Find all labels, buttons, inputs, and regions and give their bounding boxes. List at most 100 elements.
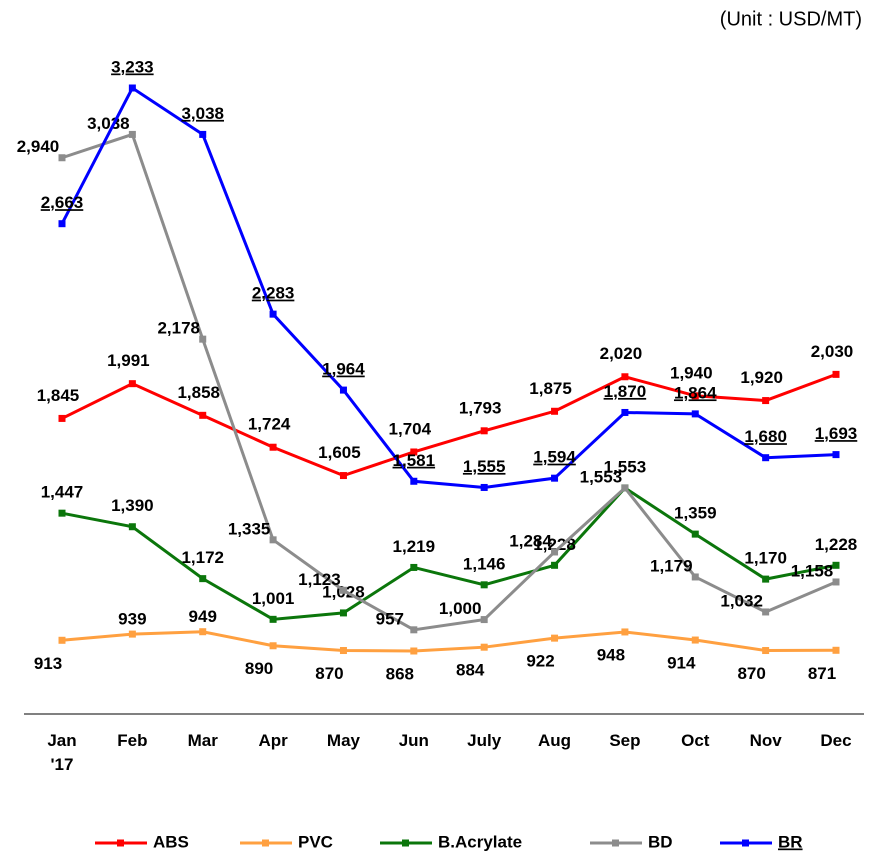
value-label: 1,680	[744, 427, 787, 446]
value-label: 1,390	[111, 496, 154, 515]
point	[58, 509, 66, 517]
x-tick-line: '17	[51, 755, 74, 774]
value-label: 2,020	[600, 344, 643, 363]
value-label: 948	[597, 645, 625, 664]
legend-marker	[117, 839, 124, 847]
x-tick-label: Nov	[750, 731, 783, 750]
x-tick-line: July	[467, 731, 502, 750]
value-label: 1,724	[248, 415, 291, 434]
value-label: 1,864	[674, 383, 717, 402]
value-label: 1,594	[533, 448, 576, 467]
point	[480, 643, 488, 651]
series-line	[61, 372, 837, 478]
point	[410, 563, 418, 571]
value-label: 1,693	[815, 424, 858, 443]
value-label: 1,228	[533, 535, 576, 554]
point	[832, 578, 840, 586]
x-tick-label: Apr	[258, 731, 288, 750]
value-label: 1,793	[459, 398, 502, 417]
point	[762, 397, 770, 405]
legend-label: BR	[778, 832, 803, 851]
value-label: 1,146	[463, 554, 506, 573]
point	[58, 636, 66, 644]
point	[128, 523, 136, 531]
legend-marker	[612, 839, 619, 847]
legend-marker	[402, 839, 409, 847]
legend-label: BD	[648, 832, 673, 851]
value-label: 1,032	[720, 591, 763, 610]
value-label: 1,219	[393, 537, 436, 556]
point	[58, 414, 66, 422]
point	[621, 408, 629, 416]
value-label: 890	[245, 659, 273, 678]
value-label: 870	[737, 664, 765, 683]
point	[691, 392, 699, 400]
value-label: 1,179	[650, 556, 693, 575]
value-label: 914	[667, 654, 696, 673]
x-tick-line: Feb	[117, 731, 147, 750]
value-label: 1,991	[107, 351, 150, 370]
x-tick-line: Aug	[538, 731, 571, 750]
value-label: 1,920	[740, 368, 783, 387]
point	[762, 575, 770, 583]
value-label: 871	[808, 664, 836, 683]
point	[199, 575, 207, 583]
point	[128, 84, 136, 92]
point	[762, 454, 770, 462]
x-tick-label: Jun	[399, 731, 429, 750]
x-tick-label: Mar	[188, 731, 219, 750]
x-tick-label: Feb	[117, 731, 147, 750]
value-label: 949	[189, 607, 217, 626]
point	[551, 474, 559, 482]
point	[480, 483, 488, 491]
point	[832, 370, 840, 378]
x-tick-line: Nov	[750, 731, 783, 750]
value-label: 1,581	[393, 451, 436, 470]
point	[58, 220, 66, 228]
point	[480, 581, 488, 589]
point	[621, 373, 629, 381]
x-tick-line: Dec	[820, 731, 851, 750]
value-label: 3,038	[181, 104, 224, 123]
x-tick-line: Sep	[609, 731, 640, 750]
series-line	[61, 132, 837, 632]
value-label: 2,030	[811, 342, 854, 361]
point	[339, 609, 347, 617]
x-tick-line: Mar	[188, 731, 219, 750]
value-label: 922	[526, 652, 554, 671]
value-label: 1,170	[744, 549, 787, 568]
value-label: 870	[315, 664, 343, 683]
point	[339, 386, 347, 394]
value-label: 913	[34, 654, 62, 673]
value-label: 1,845	[37, 386, 80, 405]
point	[621, 628, 629, 636]
value-label: 1,001	[252, 589, 295, 608]
value-label: 1,964	[322, 360, 365, 379]
legend-label: PVC	[298, 832, 333, 851]
point	[551, 407, 559, 415]
point	[762, 608, 770, 616]
x-tick-label: Sep	[609, 731, 640, 750]
point	[551, 634, 559, 642]
value-label: 1,553	[580, 467, 623, 486]
point	[832, 561, 840, 569]
legend-label: ABS	[153, 832, 189, 851]
legend-marker	[262, 839, 269, 847]
x-tick-line: May	[327, 731, 361, 750]
value-label: 1,553	[604, 457, 647, 476]
point	[58, 154, 66, 162]
point	[269, 536, 277, 544]
point	[339, 586, 347, 594]
x-tick-line: Apr	[258, 731, 288, 750]
x-tick-label: May	[327, 731, 361, 750]
value-label: 1,123	[298, 570, 341, 589]
value-label: 2,283	[252, 284, 295, 303]
point	[128, 630, 136, 638]
value-label: 1,284	[509, 531, 552, 550]
value-label: 3,038	[87, 114, 130, 133]
legend-label: B.Acrylate	[438, 832, 522, 851]
point	[269, 310, 277, 318]
point	[199, 130, 207, 138]
value-label: 1,335	[228, 519, 271, 538]
value-label: 1,605	[318, 443, 361, 462]
